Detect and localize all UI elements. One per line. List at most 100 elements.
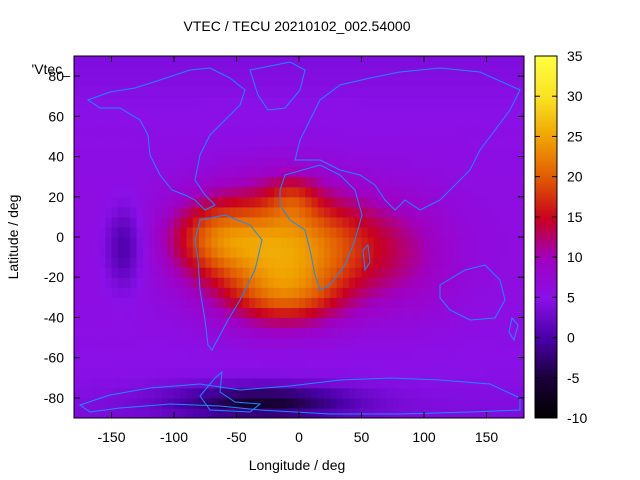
- heatmap-cell: [474, 327, 481, 339]
- heatmap-cell: [461, 407, 469, 418]
- heatmap-cell: [230, 387, 238, 399]
- heatmap-cell: [505, 76, 513, 87]
- heatmap-cell: [274, 407, 281, 418]
- heatmap-cell: [286, 186, 294, 198]
- heatmap-cell: [224, 327, 231, 339]
- heatmap-cell: [299, 267, 306, 278]
- heatmap-cell: [149, 287, 156, 298]
- heatmap-cell: [380, 66, 388, 77]
- heatmap-cell: [211, 166, 219, 178]
- heatmap-cell: [449, 146, 456, 158]
- heatmap-cell: [405, 367, 413, 379]
- heatmap-cell: [380, 76, 388, 87]
- heatmap-cell: [517, 377, 524, 389]
- chart-title: VTEC / TECU 20210102_002.54000: [183, 18, 410, 34]
- heatmap-cell: [80, 186, 88, 198]
- heatmap-cell: [286, 377, 294, 389]
- heatmap-cell: [205, 136, 213, 148]
- heatmap-cell: [342, 186, 350, 198]
- heatmap-cell: [355, 56, 363, 67]
- heatmap-cell: [367, 186, 375, 198]
- heatmap-cell: [142, 216, 150, 228]
- heatmap-cell: [117, 267, 125, 278]
- heatmap-cell: [499, 257, 506, 268]
- heatmap-cell: [367, 397, 375, 409]
- heatmap-cell: [430, 196, 438, 208]
- heatmap-cell: [111, 216, 119, 228]
- heatmap-cell: [317, 307, 325, 319]
- heatmap-cell: [480, 126, 488, 138]
- heatmap-cell: [205, 237, 213, 248]
- heatmap-cell: [242, 176, 250, 188]
- heatmap-cell: [192, 116, 200, 127]
- heatmap-cell: [74, 56, 81, 67]
- heatmap-cell: [442, 126, 450, 138]
- heatmap-cell: [205, 226, 213, 238]
- heatmap-cell: [192, 96, 200, 107]
- heatmap-cell: [74, 226, 81, 238]
- heatmap-cell: [474, 337, 481, 349]
- heatmap-cell: [342, 267, 350, 278]
- heatmap-cell: [392, 176, 400, 188]
- heatmap-cell: [161, 377, 169, 389]
- heatmap-cell: [117, 166, 125, 178]
- heatmap-cell: [455, 277, 463, 288]
- heatmap-cell: [74, 307, 81, 319]
- heatmap-cell: [367, 146, 375, 158]
- heatmap-cell: [86, 357, 94, 369]
- heatmap-cell: [492, 407, 500, 418]
- heatmap-cell: [136, 237, 144, 248]
- heatmap-cell: [249, 186, 256, 198]
- heatmap-cell: [286, 287, 294, 298]
- heatmap-cell: [349, 357, 356, 369]
- heatmap-cell: [167, 196, 175, 208]
- heatmap-cell: [480, 86, 488, 97]
- heatmap-cell: [499, 166, 506, 178]
- heatmap-cell: [92, 176, 100, 188]
- heatmap-cell: [474, 96, 481, 107]
- heatmap-cell: [467, 56, 475, 67]
- heatmap-cell: [392, 96, 400, 107]
- y-tick-label: -40: [44, 309, 64, 325]
- heatmap-cell: [336, 126, 344, 138]
- heatmap-cell: [199, 327, 206, 339]
- heatmap-cell: [499, 156, 506, 168]
- heatmap-cell: [292, 216, 300, 228]
- heatmap-cell: [499, 76, 506, 87]
- heatmap-cell: [167, 66, 175, 77]
- heatmap-cell: [130, 116, 138, 127]
- heatmap-cell: [467, 347, 475, 359]
- heatmap-cell: [224, 96, 231, 107]
- heatmap-cell: [199, 86, 206, 97]
- x-tick-label: -50: [226, 429, 246, 445]
- heatmap-cell: [330, 56, 338, 67]
- heatmap-cell: [149, 76, 156, 87]
- heatmap-cell: [255, 317, 263, 329]
- heatmap-cell: [461, 216, 469, 228]
- heatmap-cell: [430, 317, 438, 329]
- heatmap-cell: [499, 397, 506, 409]
- heatmap-cell: [349, 176, 356, 188]
- heatmap-cell: [211, 297, 219, 308]
- heatmap-cell: [211, 257, 219, 268]
- heatmap-cell: [449, 407, 456, 418]
- heatmap-cell: [380, 357, 388, 369]
- heatmap-cell: [299, 56, 306, 67]
- heatmap-cell: [255, 327, 263, 339]
- heatmap-cell: [92, 277, 100, 288]
- heatmap-cell: [211, 267, 219, 278]
- heatmap-cell: [155, 357, 163, 369]
- heatmap-cell: [305, 287, 313, 298]
- heatmap-cell: [111, 237, 119, 248]
- heatmap-cell: [424, 287, 431, 298]
- heatmap-cell: [517, 206, 524, 218]
- heatmap-cell: [86, 407, 94, 418]
- heatmap-cell: [342, 146, 350, 158]
- heatmap-cell: [330, 116, 338, 127]
- heatmap-cell: [367, 196, 375, 208]
- heatmap-cell: [411, 267, 419, 278]
- heatmap-cell: [136, 397, 144, 409]
- heatmap-cell: [324, 66, 331, 77]
- heatmap-cell: [274, 377, 281, 389]
- heatmap-cell: [349, 106, 356, 117]
